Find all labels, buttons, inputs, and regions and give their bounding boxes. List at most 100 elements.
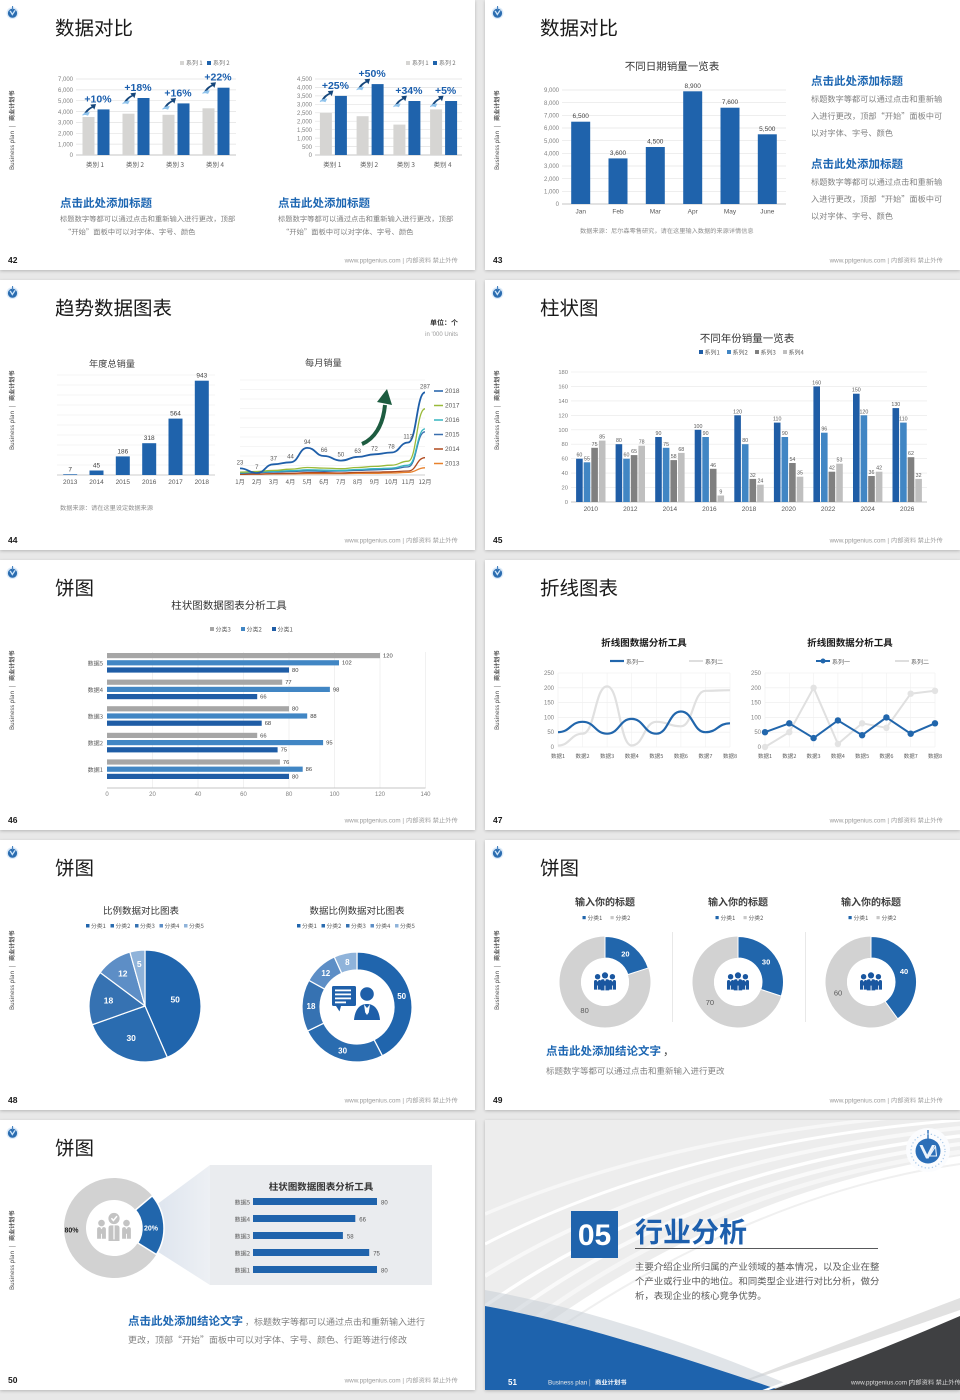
svg-text:8,000: 8,000	[544, 101, 560, 107]
svg-text:150: 150	[544, 701, 555, 707]
svg-text:100: 100	[694, 424, 703, 430]
svg-text:2015: 2015	[445, 432, 460, 439]
svg-text:200: 200	[544, 686, 555, 692]
svg-text:75: 75	[281, 748, 287, 754]
svg-text:100: 100	[544, 715, 555, 721]
svg-text:2016: 2016	[702, 506, 717, 513]
svg-text:50: 50	[170, 995, 180, 1005]
svg-text:2018: 2018	[195, 479, 210, 486]
svg-text:2013: 2013	[63, 479, 78, 486]
svg-text:+50%: +50%	[359, 68, 387, 80]
svg-text:32: 32	[750, 473, 756, 479]
svg-text:+25%: +25%	[322, 80, 350, 92]
svg-text:0: 0	[70, 153, 74, 159]
svg-text:2,500: 2,500	[297, 111, 313, 117]
svg-text:7: 7	[255, 465, 259, 471]
svg-text:3,000: 3,000	[297, 103, 313, 109]
svg-text:www.pptgenius.com |: www.pptgenius.com |	[344, 1378, 405, 1385]
svg-text:Mar: Mar	[650, 209, 662, 216]
svg-text:78: 78	[639, 440, 645, 446]
svg-text:7: 7	[68, 466, 72, 473]
svg-text:2,000: 2,000	[58, 132, 74, 138]
svg-text:www.pptgenius.com |: www.pptgenius.com |	[344, 538, 405, 545]
svg-text:Apr: Apr	[688, 209, 699, 216]
svg-text:www.pptgenius.com |: www.pptgenius.com |	[850, 1380, 911, 1387]
svg-text:www.pptgenius.com |: www.pptgenius.com |	[829, 538, 890, 545]
svg-text:120: 120	[859, 409, 868, 415]
svg-text:45: 45	[493, 535, 503, 545]
svg-text:2022: 2022	[821, 506, 836, 513]
svg-text:76: 76	[283, 760, 289, 766]
svg-text:1,000: 1,000	[297, 136, 313, 142]
svg-text:180: 180	[558, 370, 568, 376]
svg-text:72: 72	[371, 446, 378, 452]
svg-text:0: 0	[309, 153, 313, 159]
svg-text:66: 66	[321, 448, 328, 454]
svg-text:120: 120	[733, 409, 742, 415]
svg-text:50: 50	[754, 730, 761, 736]
svg-text:80: 80	[292, 774, 298, 780]
svg-text:318: 318	[144, 435, 155, 442]
svg-text:287: 287	[420, 384, 431, 390]
svg-text:46: 46	[8, 815, 18, 825]
svg-text:2014: 2014	[89, 479, 104, 486]
svg-text:75: 75	[663, 442, 669, 448]
svg-text:150: 150	[751, 701, 762, 707]
svg-text:54: 54	[789, 457, 795, 463]
svg-text:50: 50	[397, 992, 406, 1001]
svg-text:47: 47	[493, 815, 503, 825]
svg-text:42: 42	[8, 255, 18, 265]
svg-text:+22%: +22%	[204, 72, 232, 84]
svg-text:2013: 2013	[445, 461, 460, 468]
svg-text:250: 250	[751, 671, 762, 677]
svg-text:18: 18	[104, 996, 114, 1006]
svg-text:7,600: 7,600	[722, 99, 739, 106]
svg-text:55: 55	[584, 456, 590, 462]
svg-text:44: 44	[8, 535, 18, 545]
svg-text:June: June	[760, 209, 774, 216]
svg-text:2015: 2015	[116, 479, 131, 486]
svg-text:24: 24	[757, 479, 763, 485]
svg-text:1,000: 1,000	[58, 142, 74, 148]
svg-text:2016: 2016	[445, 417, 460, 424]
svg-text:5,000: 5,000	[58, 99, 74, 105]
svg-text:30: 30	[338, 1047, 347, 1056]
svg-text:48: 48	[8, 1095, 18, 1105]
svg-text:102: 102	[342, 661, 352, 667]
svg-text:2024: 2024	[860, 506, 875, 513]
svg-text:8,900: 8,900	[685, 83, 702, 90]
svg-text:0: 0	[551, 745, 555, 751]
svg-text:160: 160	[812, 380, 821, 386]
svg-text:44: 44	[287, 454, 294, 460]
svg-text:8: 8	[345, 958, 350, 967]
svg-text:80: 80	[292, 668, 298, 674]
svg-text:1,500: 1,500	[297, 128, 313, 134]
svg-text:20: 20	[149, 792, 156, 798]
svg-text:40: 40	[195, 792, 202, 798]
svg-text:88: 88	[310, 714, 316, 720]
svg-text:110: 110	[773, 417, 781, 423]
svg-text:www.pptgenius.com |: www.pptgenius.com |	[344, 1098, 405, 1105]
svg-text:18: 18	[307, 1002, 316, 1011]
svg-text:30: 30	[126, 1033, 136, 1043]
svg-text:120: 120	[375, 792, 386, 798]
svg-text:943: 943	[196, 373, 207, 380]
svg-text:2012: 2012	[623, 506, 638, 513]
svg-text:63: 63	[354, 449, 361, 455]
svg-text:in '000 Units: in '000 Units	[425, 332, 458, 338]
svg-text:150: 150	[852, 388, 861, 394]
svg-text:66: 66	[260, 695, 266, 701]
svg-text:186: 186	[117, 448, 128, 455]
svg-text:Jan: Jan	[575, 209, 586, 216]
svg-text:2014: 2014	[663, 506, 678, 513]
svg-text:2018: 2018	[445, 388, 460, 395]
svg-text:80: 80	[742, 438, 748, 444]
svg-text:95: 95	[326, 741, 332, 747]
svg-text:40: 40	[562, 471, 568, 477]
svg-text:20%: 20%	[144, 1226, 159, 1233]
svg-text:+16%: +16%	[164, 87, 192, 99]
svg-text:98: 98	[333, 687, 339, 693]
svg-text:51: 51	[508, 1378, 517, 1387]
svg-text:www.pptgenius.com |: www.pptgenius.com |	[829, 258, 890, 265]
svg-text:160: 160	[558, 384, 568, 390]
